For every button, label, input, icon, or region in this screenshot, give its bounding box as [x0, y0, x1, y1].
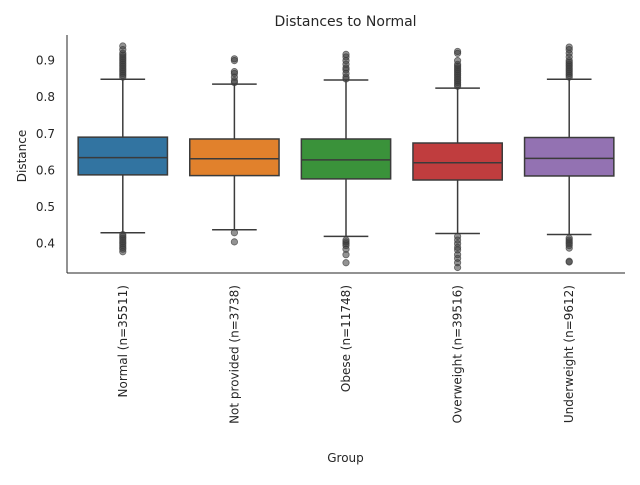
y-tick-label: 0.4 — [36, 237, 55, 251]
box-group — [77, 42, 169, 256]
outlier-point — [230, 229, 238, 237]
box-group — [523, 43, 615, 266]
outlier-point — [230, 238, 238, 246]
outlier-point — [342, 50, 350, 59]
box-group — [300, 50, 392, 267]
y-axis-label: Distance — [15, 130, 29, 182]
y-axis-ticks: 0.4 0.5 0.6 0.7 0.8 0.9 — [36, 54, 55, 251]
outlier-point — [453, 57, 462, 65]
outlier-point — [453, 47, 462, 56]
outlier-point — [342, 236, 350, 244]
x-tick-label: Underweight (n=9612) — [562, 285, 576, 423]
x-axis-ticks: Normal (n=35511) Not provided (n=3738) Obe… — [116, 285, 576, 424]
box-iqr — [412, 142, 503, 181]
x-tick-label: Obese (n=11748) — [339, 285, 353, 392]
box-iqr — [300, 138, 392, 180]
box-iqr — [189, 138, 280, 177]
x-tick-label: Not provided (n=3738) — [227, 285, 241, 424]
plot-area — [77, 42, 615, 272]
outlier-point — [230, 68, 238, 76]
outlier-point — [565, 43, 573, 51]
x-tick-label: Normal (n=35511) — [116, 285, 130, 397]
box-group — [189, 55, 280, 246]
y-tick-label: 0.5 — [36, 200, 55, 214]
outlier-point — [119, 42, 127, 50]
outlier-point — [119, 230, 127, 239]
chart-title: Distances to Normal — [274, 14, 416, 30]
box-iqr — [523, 136, 615, 177]
box-iqr — [77, 136, 169, 176]
outlier-point — [565, 257, 573, 265]
y-tick-label: 0.7 — [36, 127, 55, 141]
y-tick-label: 0.8 — [36, 90, 55, 104]
x-tick-label: Overweight (n=39516) — [451, 285, 465, 423]
box-group — [412, 47, 503, 272]
outlier-point — [342, 259, 350, 267]
outlier-point — [453, 232, 462, 240]
outlier-point — [230, 55, 238, 63]
x-axis-label: Group — [327, 451, 364, 465]
y-tick-label: 0.9 — [36, 54, 55, 68]
outlier-point — [565, 234, 573, 242]
y-tick-label: 0.6 — [36, 163, 55, 177]
